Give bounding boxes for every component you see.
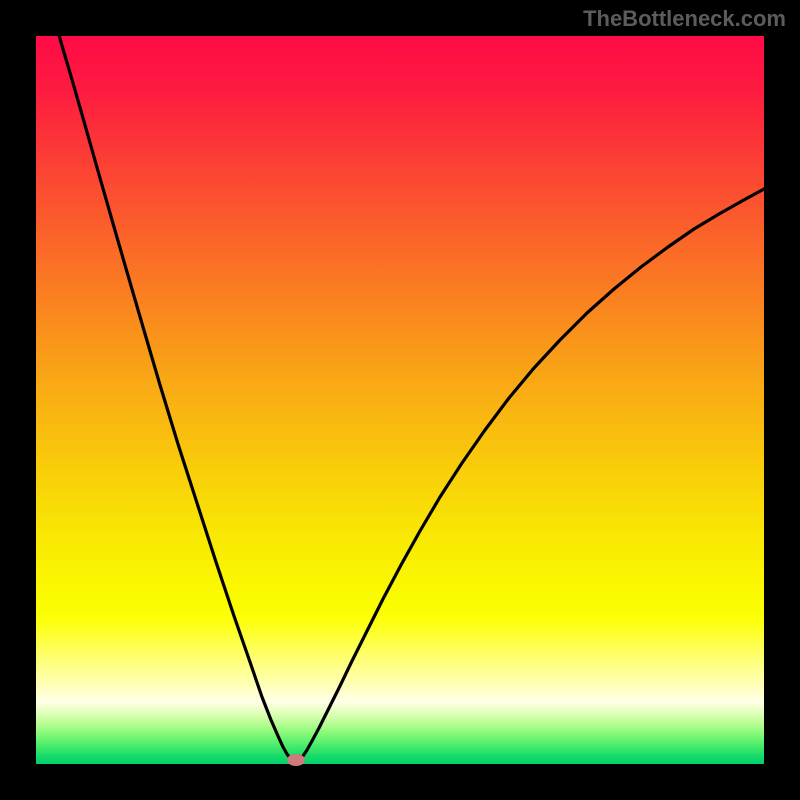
plot-background <box>36 36 764 764</box>
optimal-point-marker <box>287 754 305 766</box>
chart-container: TheBottleneck.com <box>0 0 800 800</box>
chart-svg <box>0 0 800 800</box>
